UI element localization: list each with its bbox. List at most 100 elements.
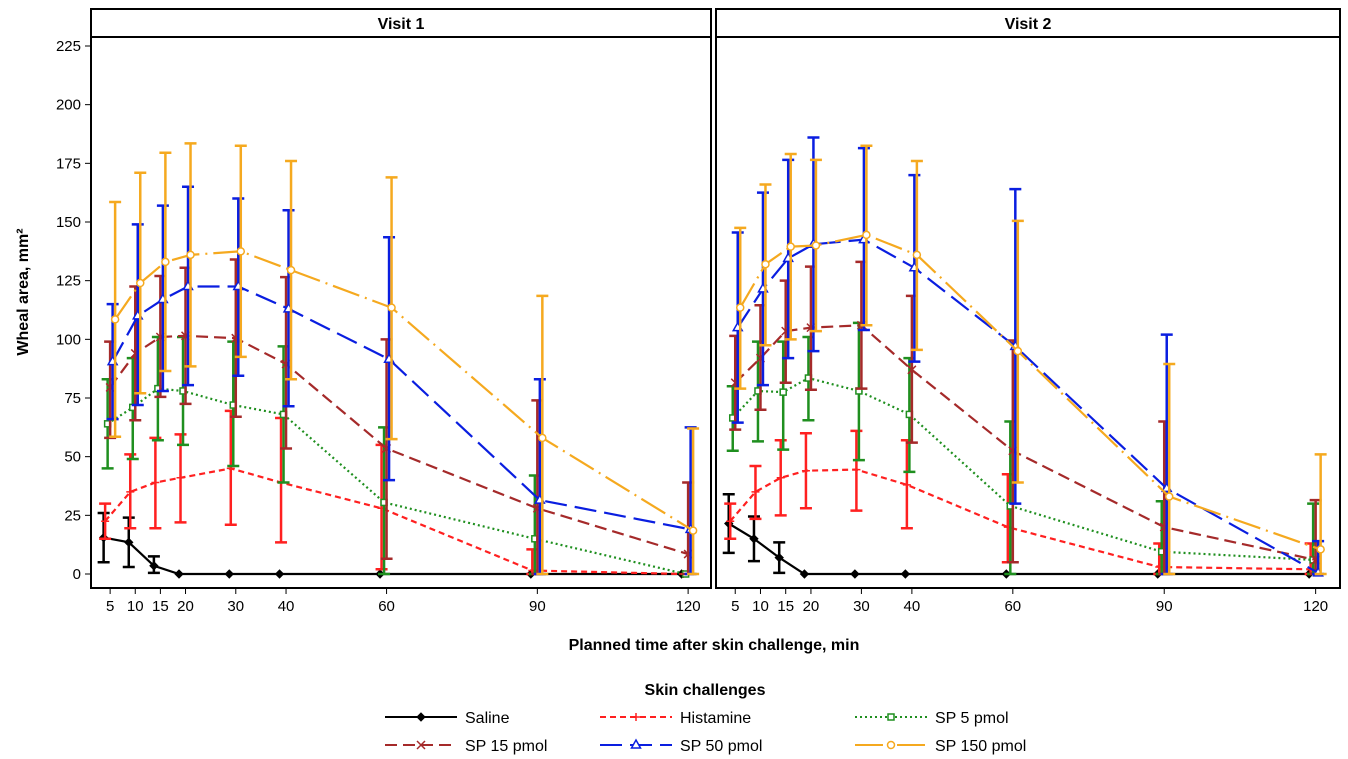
x-tick-label: 15 <box>777 598 794 615</box>
legend-entry: SP 5 pmol <box>855 710 1009 727</box>
data-point <box>136 278 145 288</box>
data-point <box>1164 492 1174 501</box>
series-line <box>111 285 691 531</box>
legend-label: SP 5 pmol <box>935 710 1009 727</box>
x-tick-label: 30 <box>227 598 244 615</box>
legend-marker <box>632 713 640 721</box>
series-sp-5-pmol-visit1 <box>101 335 690 578</box>
legend-entry: Histamine <box>600 710 751 727</box>
data-point <box>387 303 396 312</box>
data-point <box>236 247 246 256</box>
series-line <box>736 238 1319 574</box>
x-tick-label: 120 <box>676 598 701 615</box>
y-tick-label: 0 <box>73 566 81 583</box>
legend: Saline Histamine SP 5 pmol SP 15 pmol SP 50 … <box>385 710 1026 755</box>
data-point <box>274 569 285 579</box>
x-tick-label: 10 <box>752 598 769 615</box>
data-point <box>850 569 860 579</box>
series-line <box>734 324 1316 561</box>
chart-frames: Visit 1 Visit 2 <box>90 8 1341 589</box>
x-tick-label: 5 <box>731 598 739 615</box>
data-point <box>751 487 760 496</box>
data-point <box>176 473 185 482</box>
x-tick-label: 60 <box>1004 598 1021 615</box>
data-point <box>862 230 871 240</box>
series-histamine-visit1 <box>99 409 688 578</box>
data-point <box>735 303 745 312</box>
data-point <box>907 365 917 375</box>
series-saline-visit1 <box>97 511 687 579</box>
data-point <box>224 569 234 579</box>
x-tick-label: 90 <box>529 598 546 615</box>
data-point <box>126 487 135 496</box>
data-point <box>779 388 787 396</box>
series-sp-150-pmol-visit1 <box>109 142 700 576</box>
x-tick-label: 40 <box>904 598 921 615</box>
data-point <box>286 265 296 275</box>
data-point <box>124 537 134 548</box>
series-line <box>104 467 684 576</box>
series-line <box>739 233 1321 551</box>
legend-marker <box>416 740 426 750</box>
data-point <box>101 517 110 526</box>
legend-label: Histamine <box>680 710 751 727</box>
series-line <box>103 536 682 576</box>
series-line <box>106 387 686 576</box>
series-line <box>114 250 694 532</box>
y-tick-label: 100 <box>56 331 81 348</box>
series-sp-15-pmol-visit1 <box>104 258 695 576</box>
data-point <box>902 480 911 489</box>
error-bar <box>687 427 700 576</box>
series-sp-5-pmol-visit2 <box>726 321 1320 576</box>
error-bar <box>1314 453 1327 576</box>
y-tick-label: 225 <box>56 38 81 55</box>
x-tick-label: 60 <box>378 598 395 615</box>
legend-entry: SP 150 pmol <box>855 738 1026 755</box>
y-tick-label: 50 <box>64 449 81 466</box>
y-tick-label: 125 <box>56 273 81 290</box>
data-point <box>726 517 735 526</box>
x-tick-label: 20 <box>177 598 194 615</box>
data-point <box>1316 545 1325 554</box>
data-point <box>149 561 159 571</box>
series-sp-50-pmol-visit1 <box>106 185 697 576</box>
legend-marker <box>630 738 642 749</box>
x-tick-label: 10 <box>127 598 144 615</box>
x-tick-label: 15 <box>152 598 169 615</box>
data-point <box>161 257 170 267</box>
data-point <box>811 241 821 250</box>
data-point <box>786 242 795 251</box>
x-axis-label: Planned time after skin challenge, min <box>569 637 860 654</box>
series-sp-15-pmol-visit2 <box>729 260 1322 576</box>
data-point <box>900 569 911 579</box>
series-saline-visit2 <box>722 492 1314 579</box>
x-tick-label: 20 <box>803 598 820 615</box>
panel-frame <box>90 8 712 589</box>
y-tick-label: 25 <box>64 507 81 524</box>
legend-entry: SP 50 pmol <box>600 738 762 755</box>
y-tick-label: 150 <box>56 214 81 231</box>
panel-frame <box>715 8 1341 589</box>
data-point <box>1013 346 1023 356</box>
legend-entry: Saline <box>385 710 510 727</box>
x-tick-label: 40 <box>278 598 295 615</box>
data-point <box>749 534 759 544</box>
x-tick-label: 30 <box>853 598 870 615</box>
legend-label: SP 15 pmol <box>465 738 547 755</box>
data-point <box>761 259 770 269</box>
error-bar <box>1163 362 1176 576</box>
legend-label: SP 150 pmol <box>935 738 1026 755</box>
y-axis-label: Wheal area, mm² <box>15 228 32 355</box>
y-tick-label: 75 <box>64 390 81 407</box>
x-tick-label: 5 <box>106 598 114 615</box>
series-sp-150-pmol-visit2 <box>734 144 1327 576</box>
chart-marks <box>97 136 1327 579</box>
data-point <box>912 250 922 260</box>
legend-entry: SP 15 pmol <box>385 738 547 755</box>
y-tick-label: 200 <box>56 97 81 114</box>
chart-axes: 5 10 15 20 30 40 60 90 120 5 10 15 20 30 40 60 90 120 0 25 5… <box>56 38 1328 615</box>
data-point <box>110 315 120 324</box>
panel-title: Visit 1 <box>378 16 425 33</box>
legend-label: SP 50 pmol <box>680 738 762 755</box>
legend-title: Skin challenges <box>645 682 766 699</box>
